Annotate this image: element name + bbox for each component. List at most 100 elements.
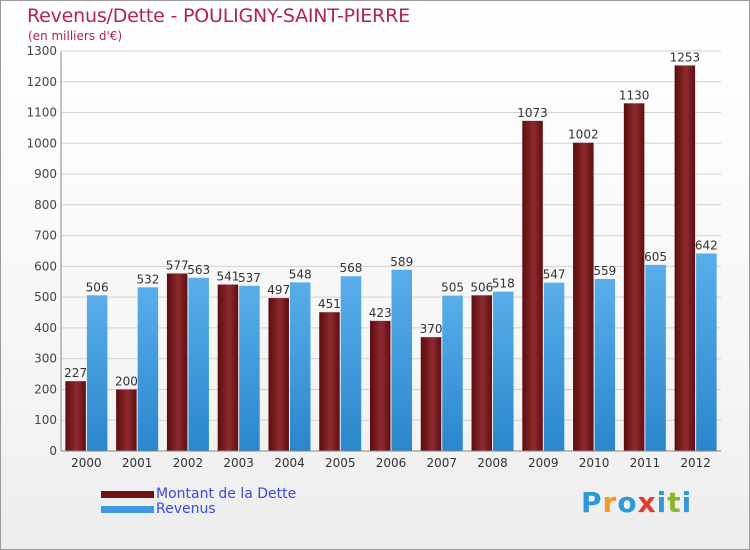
y-tick-label: 1100 bbox=[26, 106, 57, 120]
bar-revenue bbox=[645, 264, 666, 451]
y-tick-label: 0 bbox=[49, 444, 57, 458]
bar-debt bbox=[674, 65, 696, 451]
data-label-debt: 370 bbox=[420, 322, 443, 336]
bar-debt bbox=[268, 298, 289, 451]
data-label-revenue: 563 bbox=[187, 263, 210, 277]
data-label-debt: 1002 bbox=[568, 128, 599, 142]
bar-debt bbox=[116, 389, 137, 451]
y-tick-label: 400 bbox=[34, 321, 57, 335]
y-tick-label: 100 bbox=[34, 413, 57, 427]
bar-revenue bbox=[137, 287, 159, 451]
data-label-revenue: 559 bbox=[593, 264, 616, 278]
bar-revenue bbox=[86, 295, 108, 451]
data-label-debt: 506 bbox=[470, 280, 493, 294]
logo-letter: o bbox=[617, 486, 638, 519]
bar-debt bbox=[166, 273, 188, 451]
logo-letter: i bbox=[656, 486, 668, 519]
y-tick-label: 700 bbox=[34, 229, 57, 243]
bar-revenue bbox=[442, 295, 463, 451]
data-label-revenue: 589 bbox=[390, 255, 413, 269]
y-tick-label: 1200 bbox=[26, 75, 57, 89]
bar-revenue bbox=[391, 269, 412, 451]
logo-letter: t bbox=[667, 486, 682, 519]
legend-label-debt: Montant de la Dette bbox=[156, 486, 297, 502]
data-label-debt: 200 bbox=[115, 374, 138, 388]
x-tick-label: 2011 bbox=[630, 456, 661, 470]
legend-swatch-revenue bbox=[101, 506, 154, 513]
legend-swatch-debt bbox=[101, 491, 154, 498]
bar-revenue bbox=[289, 282, 311, 451]
bar-debt bbox=[623, 103, 645, 452]
bar-debt bbox=[573, 142, 594, 451]
bar-debt bbox=[65, 381, 86, 451]
x-tick-label: 2010 bbox=[579, 456, 610, 470]
proxiti-logo: Proxiti bbox=[581, 486, 692, 519]
y-tick-label: 1300 bbox=[26, 44, 57, 58]
data-label-revenue: 505 bbox=[441, 281, 464, 295]
data-label-revenue: 605 bbox=[644, 250, 667, 264]
logo-letter: i bbox=[681, 486, 693, 519]
x-tick-label: 2002 bbox=[173, 456, 204, 470]
bar-debt bbox=[217, 284, 239, 451]
x-tick-label: 2007 bbox=[426, 456, 457, 470]
y-axis-ticks: 0 100 200 300 400 500 600 700 800 900 1000 1100 1200… bbox=[26, 44, 57, 458]
data-label-debt: 451 bbox=[318, 297, 341, 311]
bar-revenue bbox=[543, 282, 565, 451]
x-tick-label: 2008 bbox=[477, 456, 508, 470]
logo-letter: x bbox=[637, 486, 657, 519]
bar-debt bbox=[420, 337, 442, 451]
data-label-debt: 1130 bbox=[619, 88, 650, 102]
bar-debt bbox=[522, 120, 543, 451]
x-tick-label: 2001 bbox=[122, 456, 153, 470]
bar-revenue bbox=[340, 276, 362, 451]
y-tick-label: 800 bbox=[34, 198, 57, 212]
legend-label-revenue: Revenus bbox=[156, 501, 216, 517]
x-tick-label: 2000 bbox=[71, 456, 102, 470]
x-axis-ticks: 2000 2001 2002 2003 2004 2005 2006 2007 2008 2009… bbox=[71, 456, 711, 470]
bar-revenue bbox=[696, 253, 717, 451]
chart-subtitle: (en milliers d'€) bbox=[28, 29, 123, 43]
bar-revenue bbox=[594, 279, 616, 451]
x-tick-label: 2012 bbox=[680, 456, 711, 470]
bar-debt bbox=[370, 320, 391, 451]
bar-revenue bbox=[239, 285, 260, 451]
x-tick-label: 2009 bbox=[528, 456, 559, 470]
x-tick-label: 2005 bbox=[325, 456, 356, 470]
chart-title: Revenus/Dette - POULIGNY-SAINT-PIERRE bbox=[27, 5, 410, 27]
y-tick-label: 600 bbox=[34, 259, 57, 273]
bar-debt bbox=[471, 295, 493, 451]
data-label-revenue: 518 bbox=[492, 277, 515, 291]
axes bbox=[60, 51, 721, 452]
y-tick-label: 300 bbox=[34, 352, 57, 366]
data-label-debt: 423 bbox=[369, 306, 392, 320]
x-tick-label: 2003 bbox=[223, 456, 254, 470]
logo-letter: P bbox=[581, 486, 603, 519]
x-tick-label: 2004 bbox=[274, 456, 305, 470]
x-tick-label: 2006 bbox=[376, 456, 407, 470]
y-tick-label: 500 bbox=[34, 290, 57, 304]
data-label-debt: 541 bbox=[216, 270, 239, 284]
data-label-debt: 227 bbox=[64, 366, 87, 380]
data-label-revenue: 547 bbox=[543, 268, 566, 282]
data-label-debt: 577 bbox=[166, 258, 189, 272]
data-label-debt: 497 bbox=[267, 283, 290, 297]
data-label-debt: 1253 bbox=[670, 50, 701, 64]
y-tick-label: 900 bbox=[34, 167, 57, 181]
data-label-revenue: 506 bbox=[86, 280, 109, 294]
data-label-revenue: 537 bbox=[238, 271, 261, 285]
data-label-revenue: 532 bbox=[136, 272, 159, 286]
bar-revenue bbox=[493, 291, 514, 451]
y-tick-label: 200 bbox=[34, 382, 57, 396]
y-tick-label: 1000 bbox=[26, 136, 57, 150]
grid-lines bbox=[61, 50, 721, 452]
data-label-revenue: 548 bbox=[289, 267, 312, 281]
data-label-revenue: 568 bbox=[340, 261, 363, 275]
logo-letter: r bbox=[602, 486, 618, 519]
data-label-revenue: 642 bbox=[695, 238, 718, 252]
bar-debt bbox=[319, 312, 340, 451]
data-label-debt: 1073 bbox=[517, 106, 548, 120]
bar-revenue bbox=[188, 277, 209, 451]
